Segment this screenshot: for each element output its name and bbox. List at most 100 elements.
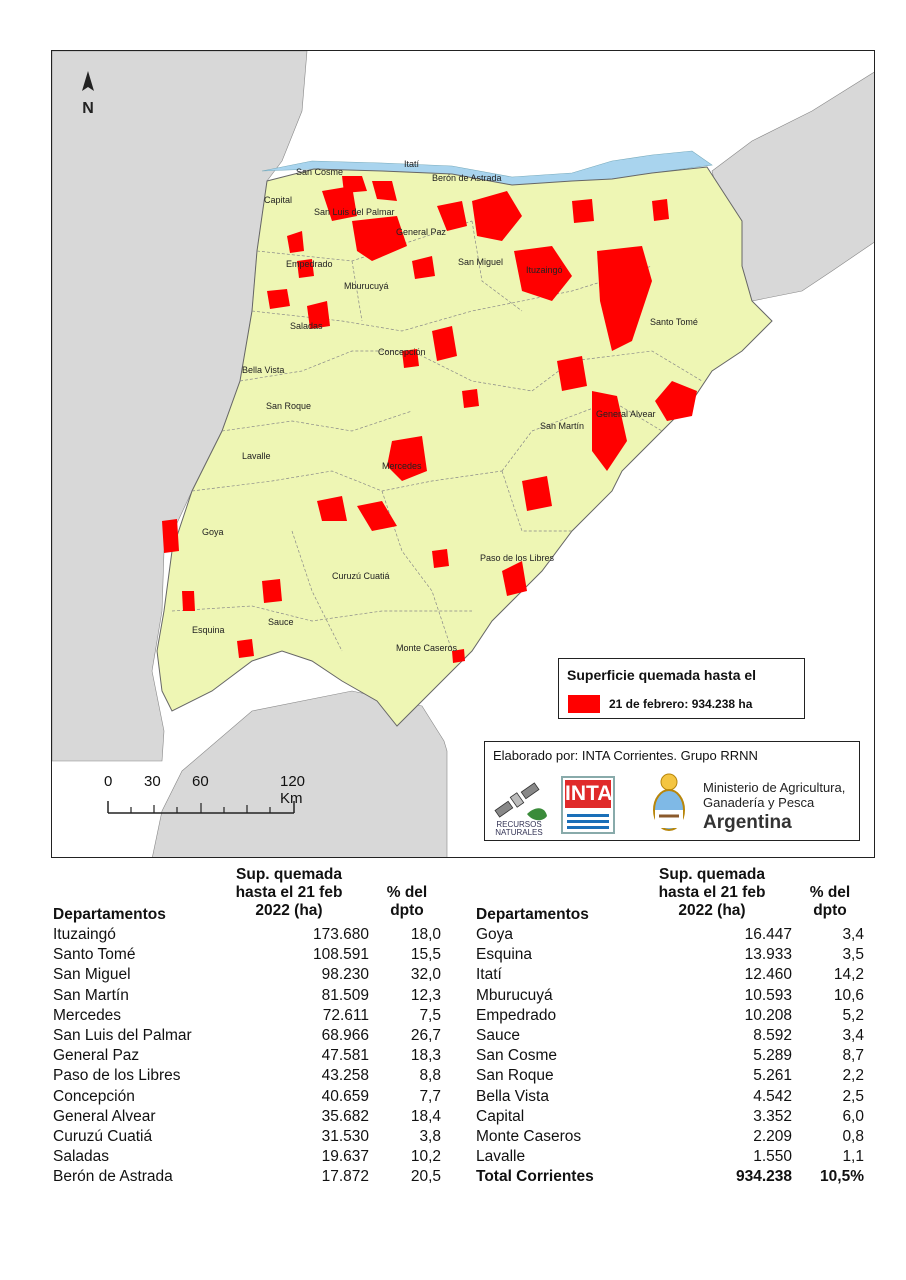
table-row: San Luis del Palmar 68.966 26,7 <box>53 1027 473 1047</box>
svg-text:N: N <box>82 100 94 117</box>
north-arrow-icon: N <box>82 71 94 117</box>
dept-name: Empedrado <box>476 1006 557 1024</box>
dept-name: Curuzú Cuatiá <box>53 1128 153 1145</box>
table-row: Santo Tomé 108.591 15,5 <box>53 946 473 966</box>
percent-value: 10,6 <box>833 986 864 1004</box>
total-area-value: 934.238 <box>735 1168 792 1186</box>
percent-value: 8,7 <box>842 1047 864 1065</box>
legend-label: 21 de febrero: 934.238 ha <box>609 697 753 711</box>
department-label: Saladas <box>290 321 323 331</box>
table-row: San Cosme 5.289 8,7 <box>476 1047 896 1067</box>
percent-value: 2,5 <box>842 1087 864 1105</box>
department-label: San Cosme <box>296 167 344 177</box>
table-row: San Martín 81.509 12,3 <box>53 987 473 1007</box>
table-row: Capital 3.352 6,0 <box>476 1108 896 1128</box>
department-label: Paso de los Libres <box>480 553 555 563</box>
department-label: Ituzaingó <box>526 265 563 275</box>
credit-box: Elaborado por: INTA Corrientes. Grupo RR… <box>484 741 860 841</box>
inta-stripe <box>567 820 609 823</box>
department-label: Curuzú Cuatiá <box>332 571 390 581</box>
percent-value: 32,0 <box>410 966 441 984</box>
legend: Superficie quemada hasta el 21 de febrer… <box>558 658 805 719</box>
header-area: Sup. quemada hasta el 21 feb 2022 (ha) <box>658 866 766 919</box>
burned-areas <box>162 176 697 663</box>
percent-value: 6,0 <box>842 1107 864 1125</box>
scale-ruler <box>107 801 295 814</box>
dept-name: San Luis del Palmar <box>53 1027 192 1044</box>
percent-value: 3,8 <box>419 1128 441 1145</box>
department-label: General Paz <box>396 227 447 237</box>
percent-value: 26,7 <box>410 1027 441 1044</box>
department-label: Esquina <box>192 625 225 635</box>
percent-value: 18,3 <box>410 1047 441 1065</box>
burned-area-value: 47.581 <box>321 1047 369 1065</box>
table-row: Mercedes 72.611 7,5 <box>53 1007 473 1027</box>
dept-name: Saladas <box>53 1148 110 1166</box>
table-row: Saladas 19.637 10,2 <box>53 1148 473 1168</box>
table-row: Sauce 8.592 3,4 <box>476 1027 896 1047</box>
table-row: Empedrado 10.208 5,2 <box>476 1007 896 1027</box>
table-row: Ituzaingó 173.680 18,0 <box>53 926 473 946</box>
table-row: Mburucuyá 10.593 10,6 <box>476 987 896 1007</box>
header-departamentos: Departamentos <box>476 906 589 923</box>
department-label: Capital <box>264 195 293 205</box>
department-label: Itatí <box>404 159 420 169</box>
table-row: Bella Vista 4.542 2,5 <box>476 1088 896 1108</box>
credit-text: Elaborado por: INTA Corrientes. Grupo RR… <box>493 748 758 763</box>
burned-area-value: 81.509 <box>321 986 369 1004</box>
table-left: Departamentos Sup. quemada hasta el 21 f… <box>53 866 453 1196</box>
neighbor-land-south <box>152 690 448 857</box>
inta-stripe <box>567 826 609 829</box>
legend-title: Superficie quemada hasta el <box>567 667 757 683</box>
scale-label: 0 <box>104 773 113 790</box>
table-row: Concepción 40.659 7,7 <box>53 1088 473 1108</box>
burned-area-value: 35.682 <box>321 1107 369 1125</box>
burned-area-value: 1.550 <box>753 1148 792 1166</box>
table-row: Berón de Astrada 17.872 20,5 <box>53 1168 473 1188</box>
dept-name: Concepción <box>53 1087 135 1105</box>
table-row: San Roque 5.261 2,2 <box>476 1067 896 1087</box>
scale-label: 120 Km <box>280 773 306 807</box>
total-percent-value: 10,5% <box>820 1168 864 1186</box>
department-label: San Martín <box>540 421 585 431</box>
department-label: Goya <box>202 527 224 537</box>
burned-area-value: 2.209 <box>753 1128 792 1145</box>
header-pct: % del dpto <box>386 884 428 919</box>
dept-name: San Roque <box>476 1067 554 1085</box>
dept-name: Mburucuyá <box>476 986 553 1004</box>
percent-value: 12,3 <box>410 986 441 1004</box>
department-label: San Roque <box>266 401 312 411</box>
inta-stripe <box>567 814 609 817</box>
burned-area-value: 5.289 <box>753 1047 792 1065</box>
satellite-logo-icon <box>494 782 547 821</box>
percent-value: 18,4 <box>410 1107 441 1125</box>
table-row: San Miguel 98.230 32,0 <box>53 966 473 986</box>
table-row: Monte Caseros 2.209 0,8 <box>476 1128 896 1148</box>
coat-of-arms-icon <box>653 773 685 831</box>
burned-area-value: 13.933 <box>744 946 792 964</box>
header-departamentos: Departamentos <box>53 906 166 923</box>
table-row: General Paz 47.581 18,3 <box>53 1047 473 1067</box>
burned-area-value: 4.542 <box>753 1087 792 1105</box>
dept-name: Itatí <box>476 966 502 984</box>
burned-area-value: 10.208 <box>744 1006 792 1024</box>
dept-name: General Paz <box>53 1047 140 1065</box>
burned-area-value: 5.261 <box>753 1067 792 1085</box>
department-label: General Alvear <box>596 409 656 419</box>
department-label: Mercedes <box>382 461 422 471</box>
dept-name: Lavalle <box>476 1148 526 1166</box>
table-row: Esquina 13.933 3,5 <box>476 946 896 966</box>
percent-value: 18,0 <box>410 926 441 943</box>
burned-area-value: 98.230 <box>321 966 369 984</box>
percent-value: 1,1 <box>842 1148 864 1166</box>
total-row: Total Corrientes 934.238 10,5% <box>476 1168 896 1188</box>
province-map <box>52 51 874 857</box>
burned-area-value: 68.966 <box>321 1027 369 1044</box>
department-label: San Luis del Palmar <box>314 207 395 217</box>
burned-area-value: 12.460 <box>744 966 792 984</box>
burned-area-value: 19.637 <box>321 1148 369 1166</box>
table-row: Itatí 12.460 14,2 <box>476 966 896 986</box>
percent-value: 10,2 <box>410 1148 441 1166</box>
percent-value: 7,7 <box>419 1087 441 1105</box>
department-label: Concepción <box>378 347 426 357</box>
